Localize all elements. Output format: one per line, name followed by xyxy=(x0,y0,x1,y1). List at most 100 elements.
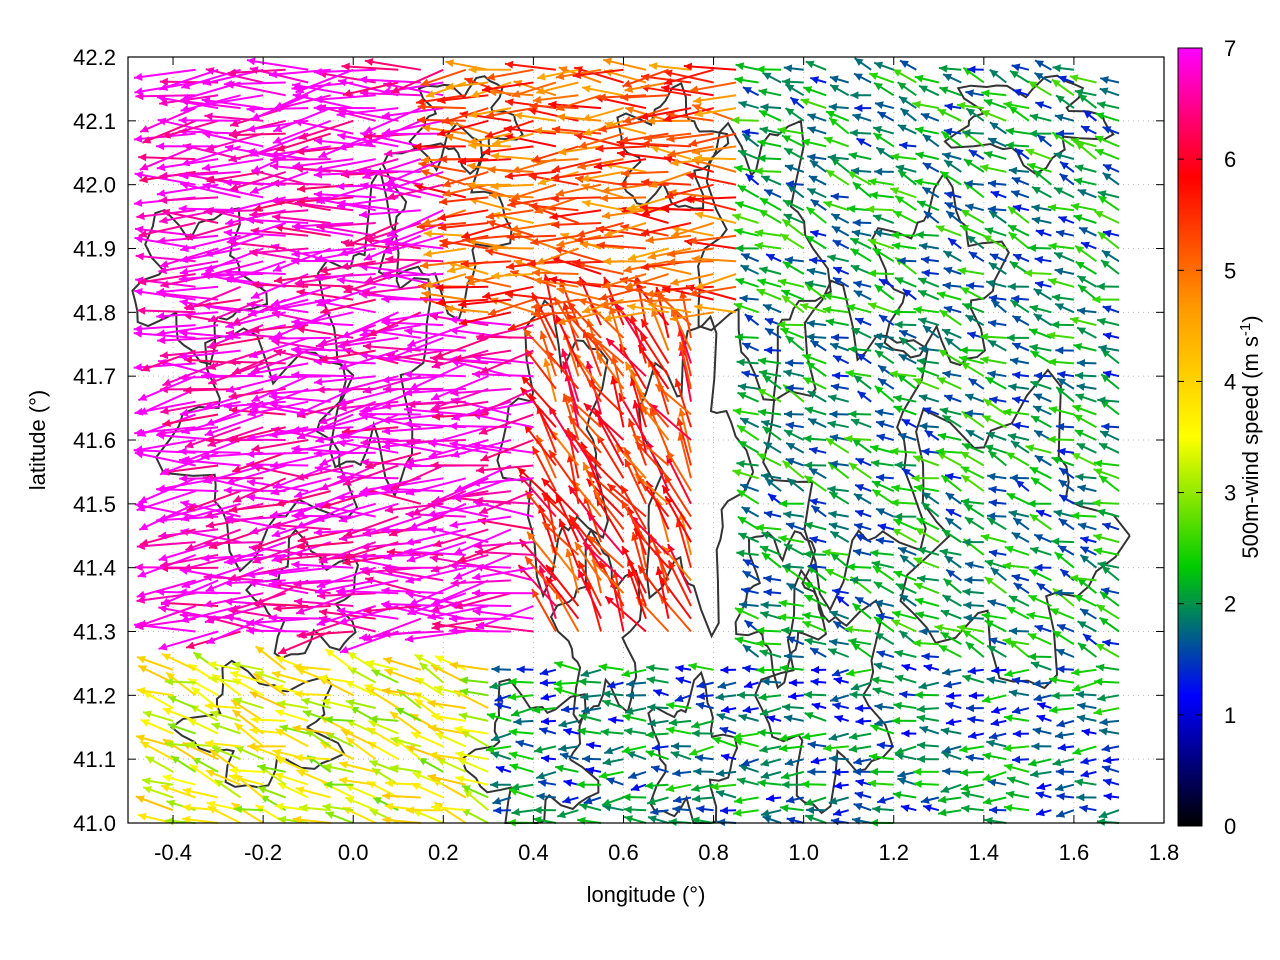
wind-vector-head xyxy=(1054,731,1064,740)
wind-vector-head xyxy=(336,110,345,118)
wind-vector-head xyxy=(140,741,150,750)
wind-vector xyxy=(661,208,714,212)
wind-vector-head xyxy=(851,643,861,651)
wind-vector-head xyxy=(425,90,435,98)
wind-vector-head xyxy=(409,522,419,530)
wind-vector-head xyxy=(852,438,862,447)
wind-vector-head xyxy=(784,652,793,661)
wind-vector-head xyxy=(827,153,837,162)
wind-vector-head xyxy=(759,110,768,118)
wind-vector-head xyxy=(490,152,500,161)
wind-vector-head xyxy=(292,446,301,455)
x-tick-label: 0.6 xyxy=(608,840,639,865)
wind-vector xyxy=(506,234,556,239)
wind-vector-head xyxy=(578,141,588,149)
wind-vector-head xyxy=(757,139,766,147)
wind-vector-head xyxy=(207,362,217,370)
wind-vector-head xyxy=(427,612,437,621)
wind-vector-head xyxy=(622,115,632,124)
wind-vector xyxy=(272,119,332,144)
wind-vector-head xyxy=(346,737,355,746)
wind-vector-head xyxy=(1012,371,1021,380)
wind-vector-head xyxy=(316,299,326,307)
wind-vector-head xyxy=(919,725,929,734)
wind-vector-head xyxy=(384,505,394,514)
wind-vector-head xyxy=(757,408,767,417)
wind-vector-head xyxy=(987,512,996,521)
wind-vector-head xyxy=(314,254,324,263)
wind-vector-head xyxy=(1048,358,1057,366)
wind-vector-head xyxy=(319,266,328,274)
wind-vector-head xyxy=(273,348,283,357)
wind-vector-head xyxy=(894,320,903,329)
wind-vector-head xyxy=(382,687,391,695)
wind-vector-head xyxy=(472,370,481,379)
wind-vector-head xyxy=(737,516,747,525)
wind-vector-head xyxy=(1073,414,1083,423)
wind-vector-head xyxy=(1048,277,1057,286)
wind-vector-head xyxy=(157,428,166,437)
wind-vector-head xyxy=(230,670,239,679)
wind-vector-head xyxy=(299,803,308,812)
wind-vector-head xyxy=(204,401,213,410)
wind-vector-head xyxy=(136,590,146,599)
wind-vector-head xyxy=(940,632,950,640)
wind-vector xyxy=(627,568,647,620)
wind-vector-head xyxy=(759,708,769,716)
wind-vector-head xyxy=(891,484,900,493)
wind-vector xyxy=(478,413,534,435)
wind-vector-head xyxy=(341,431,350,439)
wind-vector-head xyxy=(624,458,633,468)
wind-vector-head xyxy=(268,614,277,622)
wind-vector xyxy=(185,285,241,311)
wind-vector-head xyxy=(1095,135,1104,144)
wind-vector-head xyxy=(469,110,478,119)
wind-vector xyxy=(161,464,219,474)
wind-vector-head xyxy=(384,149,393,158)
wind-vector xyxy=(179,613,241,620)
wind-vector-head xyxy=(1025,444,1035,452)
wind-vector-head xyxy=(1007,433,1017,441)
wind-vector-head xyxy=(944,394,953,402)
wind-vector-head xyxy=(850,418,860,427)
wind-vector-head xyxy=(1074,88,1084,97)
wind-vector-head xyxy=(1070,316,1079,325)
wind-vector-head xyxy=(532,589,540,598)
wind-vector-head xyxy=(1071,453,1081,461)
wind-vector-head xyxy=(363,606,372,615)
wind-vector xyxy=(441,107,489,124)
wind-vector-head xyxy=(1097,561,1107,569)
wind-vector-head xyxy=(627,569,635,579)
wind-vector-head xyxy=(270,510,279,519)
colorbar xyxy=(1177,47,1203,827)
wind-vector-head xyxy=(182,455,192,464)
wind-vector-head xyxy=(291,371,300,379)
wind-vector-head xyxy=(804,461,813,470)
wind-vector-head xyxy=(270,487,280,496)
wind-vector-head xyxy=(965,393,974,402)
wind-vector-head xyxy=(358,552,367,561)
wind-vector-head xyxy=(717,681,727,690)
wind-vector xyxy=(437,94,489,102)
wind-vector-head xyxy=(532,446,540,456)
wind-vector-head xyxy=(1078,284,1087,293)
wind-vector xyxy=(202,183,264,199)
wind-vector-head xyxy=(138,393,148,401)
wind-vector-head xyxy=(138,619,148,628)
wind-vector-head xyxy=(459,318,468,326)
wind-vector-head xyxy=(758,693,767,701)
wind-vector-head xyxy=(183,356,193,365)
wind-vector-head xyxy=(919,85,928,93)
wind-vector-head xyxy=(921,269,930,278)
wind-vector-head xyxy=(201,371,210,380)
wind-vector-head xyxy=(1034,534,1044,542)
wind-vector-head xyxy=(1030,380,1040,389)
wind-vector-head xyxy=(362,386,372,394)
wind-vector-head xyxy=(556,239,566,248)
wind-vector-head xyxy=(554,661,564,669)
wind-vector-head xyxy=(225,206,235,215)
wind-vector-head xyxy=(781,780,790,789)
wind-vector-head xyxy=(756,288,766,297)
wind-vector-head xyxy=(849,690,858,699)
wind-vector-head xyxy=(782,460,792,469)
